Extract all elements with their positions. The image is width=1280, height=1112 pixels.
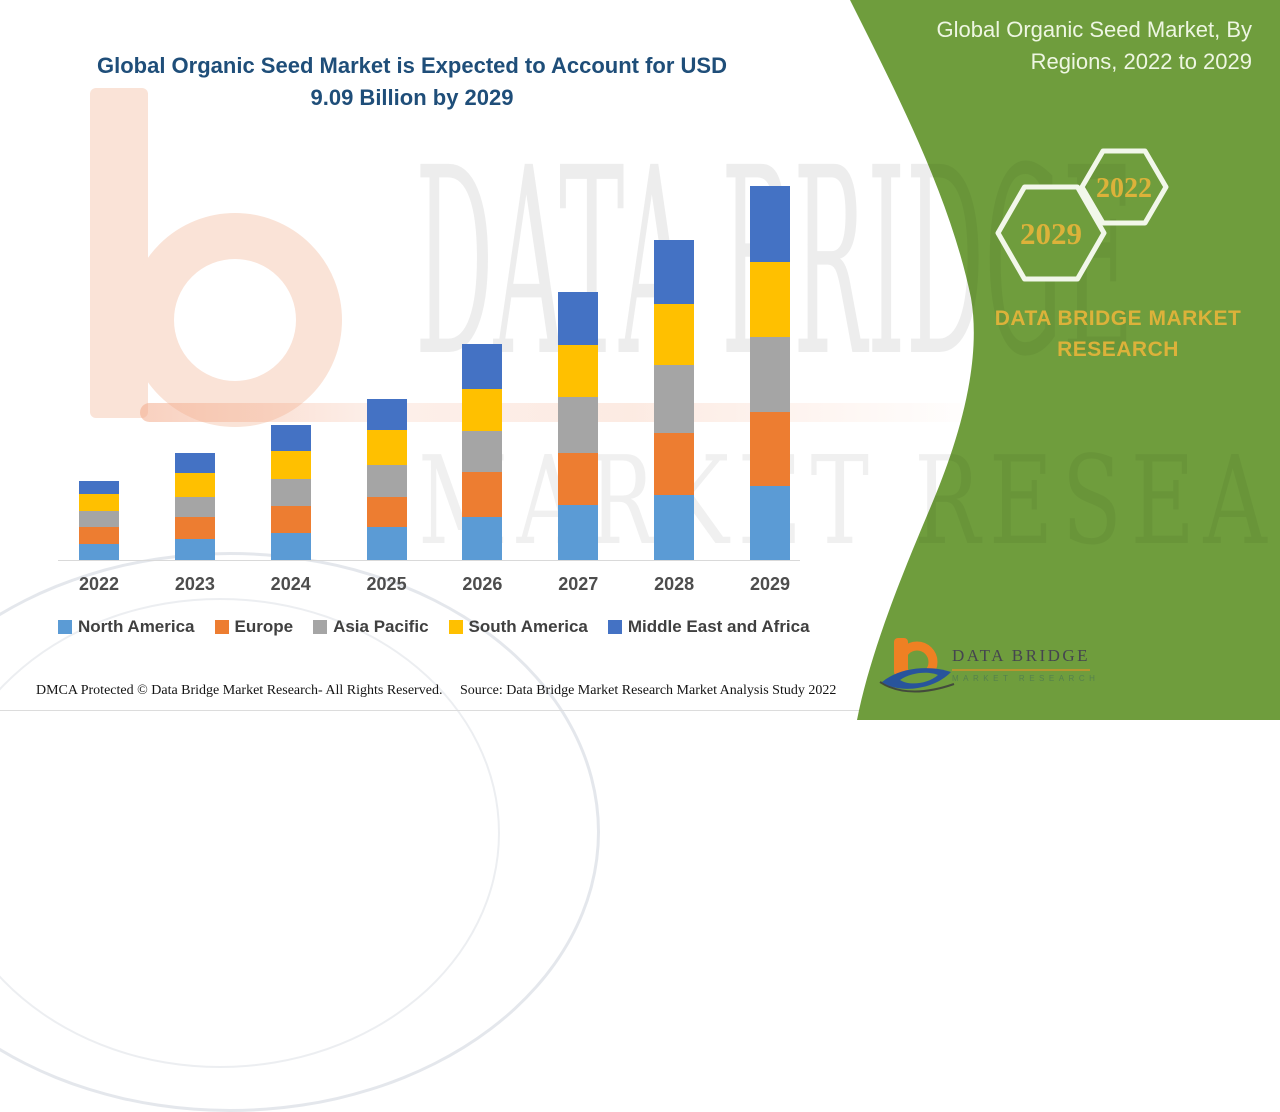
bar-segment-asia-pacific[interactable] bbox=[270, 479, 311, 507]
bar-segment-north-america[interactable] bbox=[174, 539, 215, 560]
bar-segment-europe[interactable] bbox=[749, 412, 790, 486]
bar-segment-north-america[interactable] bbox=[654, 495, 695, 560]
bar-segment-south-america[interactable] bbox=[654, 304, 695, 365]
bar-segment-asia-pacific[interactable] bbox=[654, 364, 695, 433]
logo-subtitle: MARKET RESEARCH bbox=[952, 674, 1100, 683]
x-axis-labels: 2022 2023 2024 2025 2026 2027 2028 2029 bbox=[0, 574, 862, 598]
bar-segment-south-america[interactable] bbox=[749, 261, 790, 337]
stacked-bar-2024[interactable] bbox=[270, 425, 311, 560]
bar-segment-north-america[interactable] bbox=[366, 526, 407, 560]
bar-segment-asia-pacific[interactable] bbox=[174, 496, 215, 517]
bar-segment-north-america[interactable] bbox=[749, 485, 790, 560]
legend-swatch bbox=[58, 620, 72, 634]
hexagon-2029 bbox=[995, 184, 1107, 282]
data-bridge-logo-icon bbox=[879, 638, 955, 693]
bar-segment-middle-east-and-africa[interactable] bbox=[654, 239, 695, 305]
x-axis-line bbox=[58, 560, 800, 561]
stacked-bar-2023[interactable] bbox=[174, 453, 215, 560]
x-axis-label-2024: 2024 bbox=[270, 574, 311, 594]
hexagon-2029-label: 2029 bbox=[1020, 216, 1082, 251]
bar-segment-middle-east-and-africa[interactable] bbox=[558, 291, 599, 346]
legend-item-south-america[interactable]: South America bbox=[448, 617, 588, 637]
bar-segment-south-america[interactable] bbox=[270, 451, 311, 480]
brand-wordmark: DATA BRIDGE MARKET RESEARCH bbox=[957, 303, 1279, 365]
bar-segment-middle-east-and-africa[interactable] bbox=[79, 480, 119, 495]
stacked-bar-2022[interactable] bbox=[79, 480, 119, 560]
bar-segment-asia-pacific[interactable] bbox=[462, 430, 503, 472]
panel-title-line2: Regions, 2022 to 2029 bbox=[1030, 49, 1252, 74]
chart-legend: North America Europe Asia Pacific South Ame… bbox=[58, 617, 810, 637]
stacked-bar-2025[interactable] bbox=[366, 398, 407, 560]
bar-segment-europe[interactable] bbox=[174, 516, 215, 540]
bar-segment-south-america[interactable] bbox=[366, 430, 407, 465]
bar-segment-asia-pacific[interactable] bbox=[749, 336, 790, 413]
chart-title-line1: Global Organic Seed Market is Expected t… bbox=[97, 53, 727, 78]
x-axis-label-2029: 2029 bbox=[749, 574, 791, 594]
x-axis-label-2022: 2022 bbox=[78, 574, 120, 594]
bar-segment-europe[interactable] bbox=[270, 506, 311, 533]
logo-name: DATA BRIDGE bbox=[952, 646, 1091, 671]
hexagon-2022-label: 2022 bbox=[1096, 173, 1152, 204]
hexagon-2022 bbox=[1079, 148, 1169, 226]
bar-segment-europe[interactable] bbox=[462, 471, 503, 517]
bar-segment-europe[interactable] bbox=[558, 452, 599, 506]
legend-item-north-america[interactable]: North America bbox=[58, 617, 195, 637]
bar-segment-north-america[interactable] bbox=[79, 544, 119, 560]
panel-title: Global Organic Seed Market, By Regions, … bbox=[892, 14, 1252, 78]
brand-line1: DATA BRIDGE MARKET bbox=[994, 307, 1242, 330]
bar-segment-middle-east-and-africa[interactable] bbox=[462, 344, 503, 390]
bar-segment-europe[interactable] bbox=[79, 527, 119, 545]
legend-label: North America bbox=[78, 617, 195, 636]
bar-segment-north-america[interactable] bbox=[462, 516, 503, 560]
source-note: Source: Data Bridge Market Research Mark… bbox=[460, 683, 837, 698]
x-axis-label-2026: 2026 bbox=[462, 574, 503, 594]
stacked-bar-2027[interactable] bbox=[558, 291, 599, 560]
bar-segment-south-america[interactable] bbox=[558, 345, 599, 397]
bar-segment-middle-east-and-africa[interactable] bbox=[749, 186, 790, 262]
bar-segment-middle-east-and-africa[interactable] bbox=[174, 453, 215, 474]
legend-label: South America bbox=[468, 617, 588, 636]
legend-item-asia-pacific[interactable]: Asia Pacific bbox=[313, 617, 429, 637]
chart-title-line2: 9.09 Billion by 2029 bbox=[310, 85, 514, 110]
bottom-divider bbox=[0, 710, 1280, 711]
x-axis-label-2023: 2023 bbox=[174, 574, 215, 594]
legend-label: Middle East and Africa bbox=[627, 617, 810, 636]
bar-segment-asia-pacific[interactable] bbox=[558, 396, 599, 453]
x-axis-label-2028: 2028 bbox=[654, 574, 695, 594]
legend-label: Europe bbox=[234, 617, 294, 636]
data-bridge-logo: DATA BRIDGE MARKET RESEARCH bbox=[878, 630, 1118, 708]
bar-segment-north-america[interactable] bbox=[270, 532, 311, 560]
legend-item-middle-east-and-africa[interactable]: Middle East and Africa bbox=[607, 617, 810, 637]
legend-swatch bbox=[448, 620, 463, 634]
x-axis-label-2027: 2027 bbox=[558, 574, 599, 594]
stacked-bar-2028[interactable] bbox=[654, 239, 695, 560]
chart-title: Global Organic Seed Market is Expected t… bbox=[88, 50, 736, 114]
legend-label: Asia Pacific bbox=[333, 617, 429, 636]
stacked-bar-2026[interactable] bbox=[462, 344, 503, 560]
legend-item-europe[interactable]: Europe bbox=[214, 617, 294, 637]
bar-segment-south-america[interactable] bbox=[79, 494, 119, 512]
bar-segment-europe[interactable] bbox=[366, 496, 407, 527]
legend-swatch bbox=[607, 620, 622, 634]
bar-segment-europe[interactable] bbox=[654, 432, 695, 496]
bar-segment-north-america[interactable] bbox=[558, 505, 599, 560]
bar-segment-asia-pacific[interactable] bbox=[366, 464, 407, 497]
bar-segment-middle-east-and-africa[interactable] bbox=[366, 398, 407, 431]
brand-line2: RESEARCH bbox=[1057, 338, 1179, 361]
plot-area bbox=[0, 0, 862, 560]
legend-swatch bbox=[313, 620, 328, 634]
dmca-notice: DMCA Protected © Data Bridge Market Rese… bbox=[36, 683, 443, 698]
bar-segment-middle-east-and-africa[interactable] bbox=[270, 425, 311, 452]
bar-segment-south-america[interactable] bbox=[174, 473, 215, 497]
panel-title-line1: Global Organic Seed Market, By bbox=[936, 17, 1252, 42]
x-axis-label-2025: 2025 bbox=[366, 574, 407, 594]
legend-swatch bbox=[214, 620, 229, 634]
stacked-bar-2029[interactable] bbox=[749, 186, 790, 560]
bar-segment-south-america[interactable] bbox=[462, 389, 503, 431]
bar-segment-asia-pacific[interactable] bbox=[79, 511, 119, 528]
